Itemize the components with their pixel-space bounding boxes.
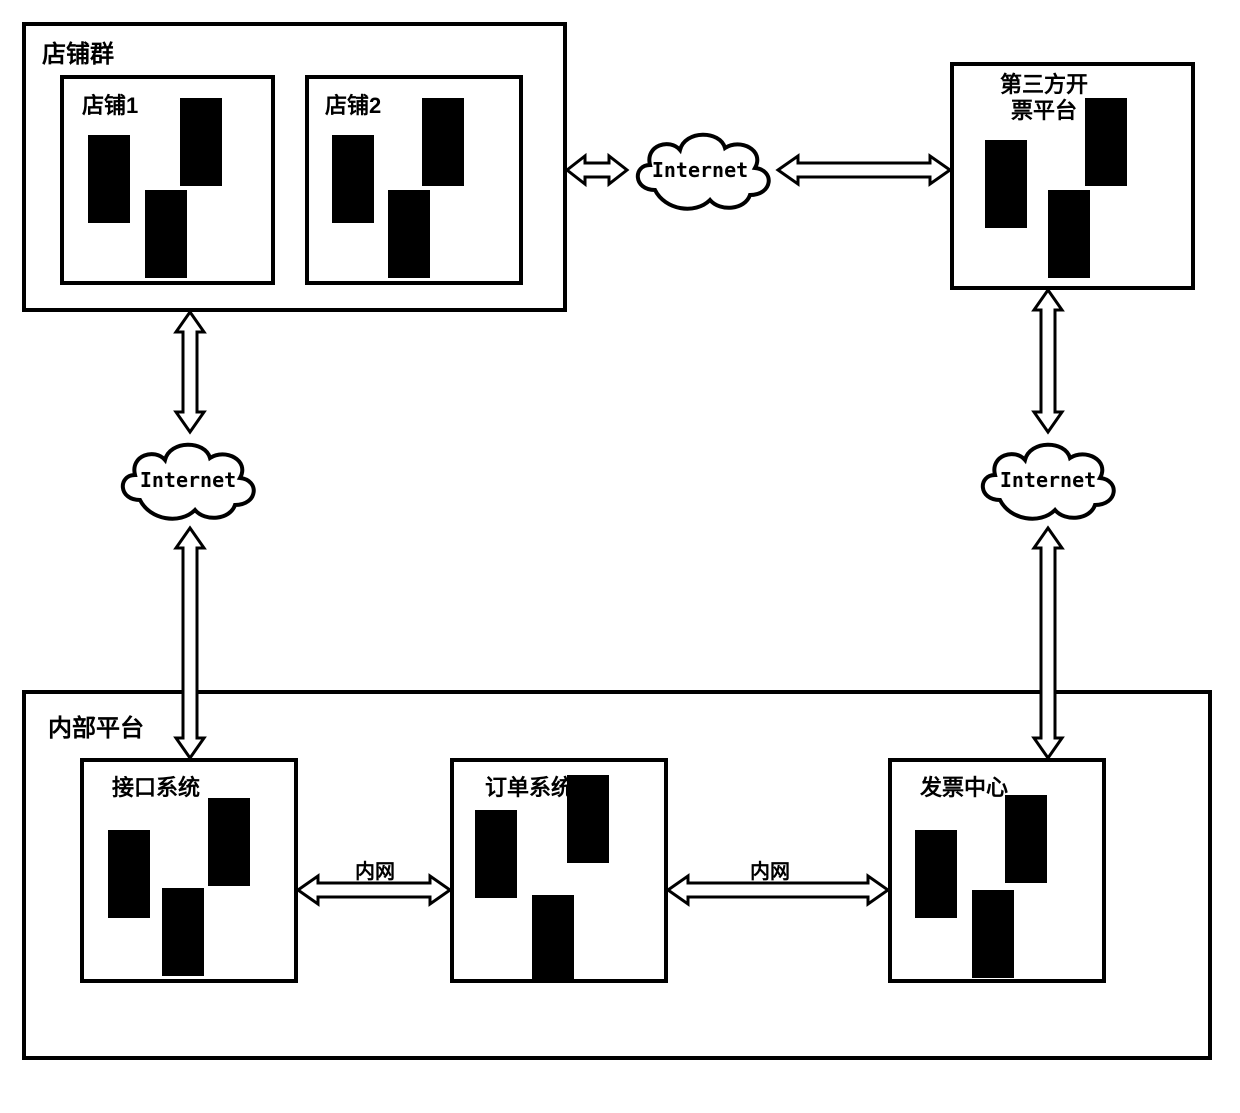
label-third-party: 第三方开票平台 (1000, 72, 1088, 125)
server-icon (145, 190, 187, 278)
cloud-label: Internet (988, 468, 1108, 492)
server-icon (475, 810, 517, 898)
edge-label-intranet1: 内网 (340, 855, 410, 884)
label-internal: 内部平台 (48, 708, 144, 743)
cloud-label: Internet (128, 468, 248, 492)
label-shop1: 店铺1 (82, 88, 138, 120)
server-icon (422, 98, 464, 186)
server-icon (88, 135, 130, 223)
label-interface: 接口系统 (112, 770, 200, 802)
server-icon (388, 190, 430, 278)
double-arrow-icon (170, 528, 210, 758)
double-arrow-icon (170, 312, 210, 432)
label-invoice: 发票中心 (920, 770, 1008, 802)
double-arrow-icon (1028, 290, 1068, 432)
server-icon (1085, 98, 1127, 186)
server-icon (162, 888, 204, 976)
server-icon (1048, 190, 1090, 278)
label-shop-group: 店铺群 (42, 34, 114, 69)
double-arrow-icon (778, 150, 950, 190)
server-icon (1005, 795, 1047, 883)
server-icon (108, 830, 150, 918)
server-icon (985, 140, 1027, 228)
server-icon (208, 798, 250, 886)
server-icon (915, 830, 957, 918)
label-order: 订单系统 (485, 770, 573, 802)
double-arrow-icon (567, 150, 627, 190)
server-icon (332, 135, 374, 223)
server-icon (567, 775, 609, 863)
server-icon (180, 98, 222, 186)
server-icon (972, 890, 1014, 978)
label-shop2: 店铺2 (325, 88, 381, 120)
double-arrow-icon (1028, 528, 1068, 758)
server-icon (532, 895, 574, 983)
cloud-label: Internet (640, 158, 760, 182)
edge-label-intranet2: 内网 (735, 855, 805, 884)
